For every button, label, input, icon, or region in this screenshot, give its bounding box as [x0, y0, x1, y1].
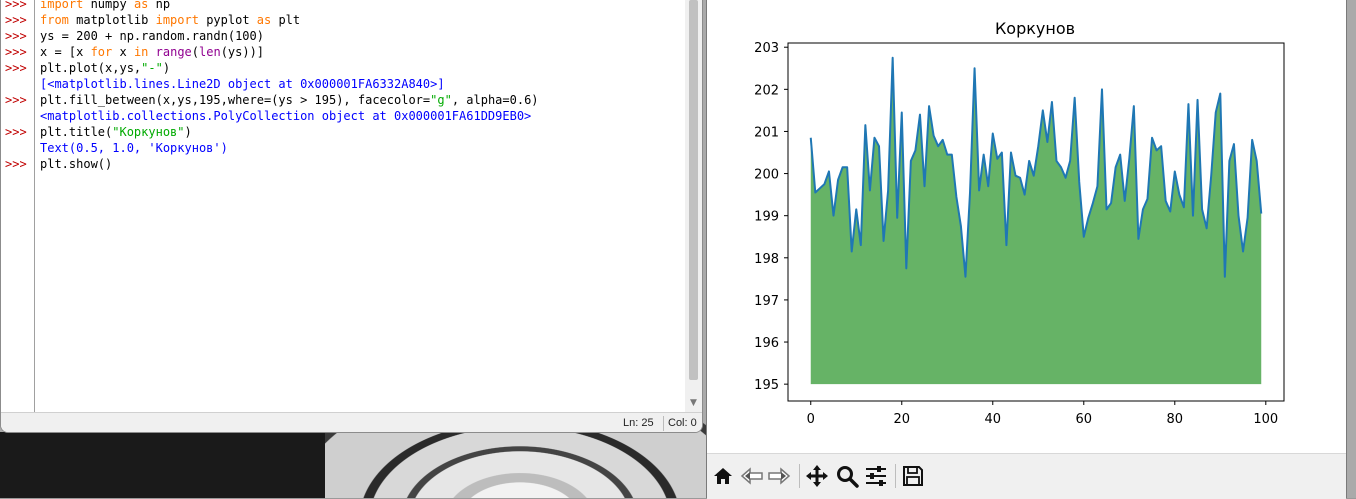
y-tick-label: 203	[754, 41, 779, 56]
forward-icon[interactable]	[767, 464, 791, 488]
status-bar: Ln: 25 Col: 0	[1, 412, 702, 432]
y-tick-label: 201	[754, 125, 779, 140]
desktop-wallpaper-dark	[0, 432, 325, 498]
x-tick-label: 0	[807, 412, 815, 427]
code-token: range	[155, 45, 192, 59]
x-tick-label: 100	[1253, 412, 1278, 427]
shell-input-line: plt.plot(x,ys,"-")	[40, 60, 170, 76]
status-line: Ln: 25	[623, 417, 654, 429]
code-token: matplotlib	[68, 13, 156, 27]
shell-output-line: [<matplotlib.lines.Line2D object at 0x00…	[40, 76, 445, 92]
code-token: plt.fill_between(x,ys,195,where=(ys > 19…	[40, 93, 431, 107]
figure-toolbar	[707, 453, 1346, 499]
code-token: )	[184, 125, 192, 139]
y-tick-label: 195	[754, 378, 779, 393]
code-token: plt.title(	[40, 125, 113, 139]
idle-shell-window: >>> >>> >>> >>> >>> >>> >>> >>> import numpy as…	[0, 0, 703, 433]
shell-input-line: ys = 200 + np.random.randn(100)	[40, 28, 264, 44]
save-icon[interactable]	[901, 464, 925, 488]
shell-output-line: <matplotlib.collections.PolyCollection o…	[40, 108, 531, 124]
zoom-icon[interactable]	[835, 464, 859, 488]
y-tick-label: 198	[754, 252, 779, 267]
shell-input-line: plt.fill_between(x,ys,195,where=(ys > 19…	[40, 92, 539, 108]
y-tick-label: 200	[754, 168, 779, 183]
y-tick-label: 199	[754, 210, 779, 225]
code-token: in	[133, 45, 149, 59]
pan-icon[interactable]	[805, 464, 829, 488]
x-tick-label: 80	[1167, 412, 1184, 427]
code-token: (ys))]	[220, 45, 265, 59]
shell-output-line: Text(0.5, 1.0, 'Коркунов')	[40, 140, 228, 156]
toolbar-separator	[895, 464, 896, 488]
vertical-scrollbar[interactable]: ▼	[685, 0, 702, 412]
back-icon[interactable]	[740, 464, 764, 488]
chart: Коркунов 0 20 40 60 80 100 195 196 197 198 199 200 2…	[754, 19, 1285, 427]
code-token: x	[112, 45, 134, 59]
shell-prompt: >>>	[5, 157, 27, 171]
y-tick-label: 197	[754, 294, 779, 309]
shell-input-line: x = [x for x in range(len(ys))]	[40, 44, 264, 60]
toolbar-separator	[799, 464, 800, 488]
series-line	[809, 56, 1263, 278]
code-token: plt	[271, 13, 301, 27]
code-token: ys = 200 + np.random.randn(100)	[40, 29, 264, 43]
prompt-gutter: >>> >>> >>> >>> >>> >>> >>> >>>	[1, 0, 35, 412]
code-token: x = [x	[40, 45, 91, 59]
shell-prompt: >>>	[5, 125, 27, 139]
chart-title: Коркунов	[995, 19, 1075, 38]
status-column: Col: 0	[668, 417, 697, 429]
configure-icon[interactable]	[864, 464, 888, 488]
x-tick-label: 40	[984, 412, 1001, 427]
code-token: )	[162, 61, 171, 75]
code-token: for	[90, 45, 113, 59]
shell-prompt: >>>	[5, 45, 27, 59]
code-token: plt.show()	[40, 157, 113, 171]
shell-prompt: >>>	[5, 93, 27, 107]
x-tick-label: 60	[1076, 412, 1093, 427]
code-token: , alpha=0.6)	[451, 93, 539, 107]
scroll-down-arrow-icon[interactable]: ▼	[690, 398, 697, 408]
plot-area: 0 20 40 60 80 100 195 196 197 198 199 200 201 202 203	[754, 41, 1285, 427]
code-token: "g"	[430, 93, 452, 107]
shell-input-line: plt.show()	[40, 156, 112, 172]
code-token: numpy	[83, 0, 134, 11]
scrollbar-thumb[interactable]	[689, 0, 698, 380]
y-tick-label: 202	[754, 83, 779, 98]
code-token: as	[256, 13, 272, 27]
code-token: import	[155, 13, 199, 27]
axes-frame	[787, 42, 1285, 402]
code-token: pyplot	[198, 13, 257, 27]
y-tick-label: 196	[754, 336, 779, 351]
code-token: <matplotlib.collections.PolyCollection o…	[40, 109, 532, 123]
code-token: len	[199, 45, 221, 59]
code-token: (	[191, 45, 199, 59]
code-token: import	[40, 0, 84, 11]
shell-prompt: >>>	[5, 61, 27, 75]
code-token: "Коркунов"	[112, 125, 185, 139]
code-token	[148, 45, 155, 59]
shell-input-line: plt.title("Коркунов")	[40, 124, 192, 140]
code-token: as	[133, 0, 149, 11]
fill-area	[810, 57, 1262, 385]
code-token: Text(0.5, 1.0, 'Коркунов')	[40, 141, 228, 155]
shell-prompt: >>>	[5, 29, 27, 43]
shell-text-area[interactable]: import numpy as np from matplotlib import…	[40, 0, 680, 412]
code-token: np	[148, 0, 171, 11]
status-separator	[663, 416, 664, 431]
code-token: [<matplotlib.lines.Line2D object at 0x00…	[40, 77, 445, 91]
shell-input-line: from matplotlib import pyplot as plt	[40, 12, 300, 28]
figure-window: Коркунов 0 20 40 60 80 100 195 196 197 198 199 200 2…	[706, 0, 1347, 499]
code-token: plt.plot(x,ys,	[40, 61, 142, 75]
home-icon[interactable]	[711, 464, 735, 488]
shell-prompt: >>>	[5, 0, 27, 11]
code-token: "-"	[141, 61, 163, 75]
code-token: from	[40, 13, 69, 27]
shell-prompt: >>>	[5, 13, 27, 27]
shell-input-line: import numpy as np	[40, 0, 170, 12]
x-tick-label: 20	[893, 412, 910, 427]
